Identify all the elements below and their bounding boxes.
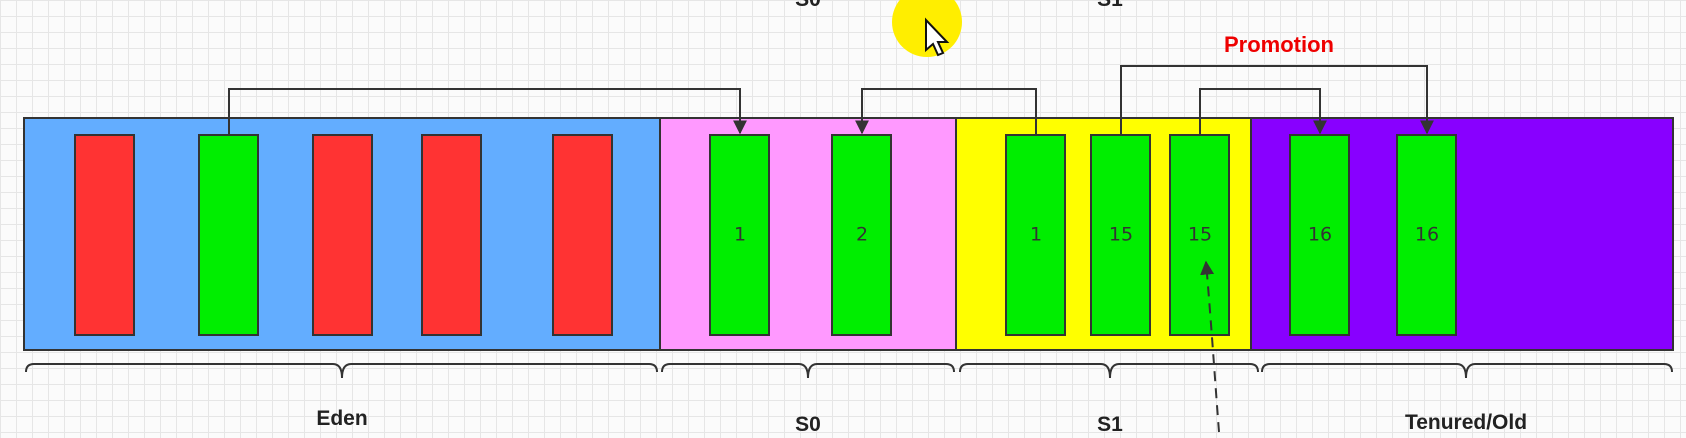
region-label-eden: Eden — [316, 407, 367, 430]
object-age-label: 1 — [734, 224, 746, 246]
promotion-arrow-2 — [1199, 88, 1327, 135]
object-rect — [552, 134, 613, 336]
object-age-label: 1 — [1030, 224, 1042, 246]
object-block — [421, 134, 482, 336]
object-block — [552, 134, 613, 336]
region-label-tenured: Tenured/Old — [1405, 411, 1527, 434]
object-rect — [1396, 134, 1457, 336]
pointer-dashed-arrow — [1200, 260, 1220, 433]
object-block: 16 — [1289, 134, 1350, 336]
region-label-s1: S1 — [1097, 413, 1123, 436]
object-rect — [1289, 134, 1350, 336]
object-rect — [198, 134, 259, 336]
object-rect — [1090, 134, 1151, 336]
top-label-s0: S0 — [795, 0, 821, 11]
object-rect — [312, 134, 373, 336]
region-s0 — [659, 117, 957, 351]
object-age-label: 16 — [1308, 224, 1332, 246]
brace-tenured — [1261, 363, 1673, 379]
object-block: 15 — [1169, 134, 1230, 336]
object-age-label: 2 — [856, 224, 868, 246]
brace-eden — [25, 363, 658, 379]
region-braces — [25, 363, 1673, 379]
brace-s0 — [661, 363, 955, 379]
object-rect — [421, 134, 482, 336]
object-block: 16 — [1396, 134, 1457, 336]
object-rect — [74, 134, 135, 336]
brace-s1 — [959, 363, 1259, 379]
region-label-s0: S0 — [795, 413, 821, 436]
copy-arrow-s1-to-s0 — [855, 88, 1037, 135]
object-block — [312, 134, 373, 336]
object-age-label: 15 — [1109, 224, 1133, 246]
object-age-label: 15 — [1188, 224, 1212, 246]
promotion-label: Promotion — [1224, 32, 1334, 57]
promotion-arrow-1 — [1120, 65, 1434, 135]
object-block: 1 — [1005, 134, 1066, 336]
object-block: 2 — [831, 134, 892, 336]
copy-connectors — [228, 65, 1434, 433]
object-block: 1 — [709, 134, 770, 336]
top-label-s1: S1 — [1097, 0, 1123, 11]
object-block: 15 — [1090, 134, 1151, 336]
object-rect — [1169, 134, 1230, 336]
object-block — [74, 134, 135, 336]
copy-arrow-eden-to-s0 — [228, 88, 747, 135]
object-rect — [709, 134, 770, 336]
object-block — [198, 134, 259, 336]
object-rect — [831, 134, 892, 336]
object-age-label: 16 — [1415, 224, 1439, 246]
mouse-pointer-icon — [925, 17, 950, 57]
